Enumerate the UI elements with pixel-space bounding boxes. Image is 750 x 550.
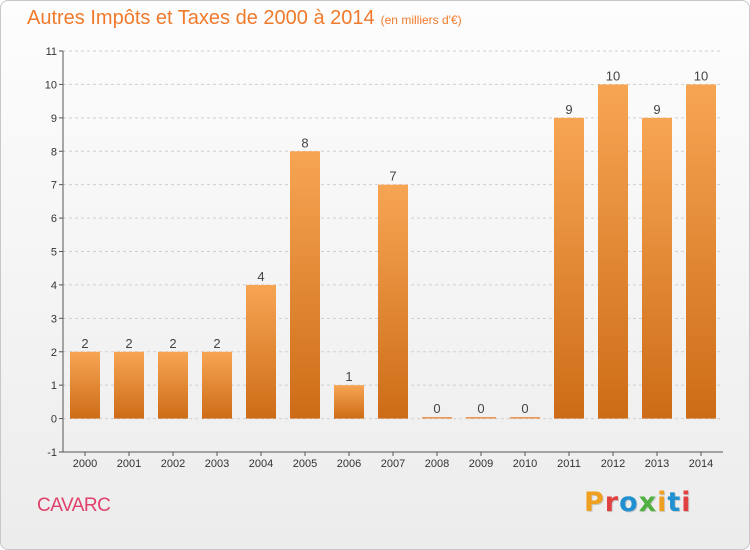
x-tick-label: 2007	[381, 458, 405, 470]
bar	[246, 284, 276, 419]
data-label: 2	[81, 336, 88, 351]
bar	[598, 84, 628, 419]
x-tick-label: 2013	[645, 458, 669, 470]
y-tick-label: 10	[45, 79, 57, 91]
chart-title: Autres Impôts et Taxes de 2000 à 2014 (en…	[27, 7, 462, 30]
x-tick-label: 2010	[513, 458, 537, 470]
data-label: 2	[169, 336, 176, 351]
x-tick-label: 2004	[249, 458, 273, 470]
data-label: 4	[257, 269, 264, 284]
y-tick-label: 4	[51, 280, 57, 292]
y-tick-label: 9	[51, 113, 57, 125]
x-tick-label: 2008	[425, 458, 449, 470]
bar	[158, 351, 188, 419]
y-tick-label: 1	[51, 380, 57, 392]
x-tick-label: 2000	[73, 458, 97, 470]
bar	[114, 351, 144, 419]
logo-letter: o	[619, 487, 639, 518]
y-tick-label: 0	[51, 414, 57, 426]
logo-letter: x	[638, 487, 658, 518]
y-tick-label: 8	[51, 146, 57, 158]
y-tick-label: 2	[51, 347, 57, 359]
bar	[554, 117, 584, 419]
bar	[422, 417, 452, 419]
bar	[378, 184, 408, 419]
bars	[70, 84, 716, 419]
logo-letter: t	[667, 487, 682, 518]
chart-title-text: Autres Impôts et Taxes de 2000 à 2014	[27, 7, 375, 29]
proxiti-logo: Proxiti	[584, 487, 692, 518]
data-label: 8	[301, 135, 308, 150]
bar	[466, 417, 496, 419]
data-label: 9	[565, 102, 572, 117]
bar	[686, 84, 716, 419]
data-label: 2	[213, 336, 220, 351]
data-label: 0	[433, 401, 440, 416]
data-label: 9	[653, 102, 660, 117]
y-tick-label: 5	[51, 247, 57, 259]
data-labels: 2 2 2 2 4 8 1 7 0 0 0 9 10 9 10	[81, 68, 708, 416]
bar	[70, 351, 100, 419]
x-tick-label: 2011	[557, 458, 581, 470]
location-name: CAVARC	[37, 495, 111, 516]
y-tick-label: 7	[51, 180, 57, 192]
y-tick-label: 6	[51, 213, 57, 225]
y-tick-label: 11	[46, 46, 57, 58]
logo-letter: P	[584, 487, 605, 518]
bar	[510, 417, 540, 419]
x-tick-label: 2005	[293, 458, 317, 470]
x-tick-label: 2002	[161, 458, 185, 470]
bar	[642, 117, 672, 419]
y-tick-label: 3	[51, 313, 57, 325]
data-label: 0	[477, 401, 484, 416]
data-label: 7	[389, 169, 396, 184]
x-tick-label: 2014	[689, 458, 713, 470]
chart-subtitle: (en milliers d'€)	[380, 13, 462, 27]
data-label: 10	[694, 68, 708, 83]
data-label: 1	[345, 369, 352, 384]
x-tick-label: 2001	[117, 458, 141, 470]
bar	[202, 351, 232, 419]
logo-letter: r	[604, 487, 620, 518]
bar	[334, 385, 364, 419]
x-tick-label: 2003	[205, 458, 229, 470]
data-label: 0	[521, 401, 528, 416]
y-tick-label: -1	[47, 447, 57, 459]
x-tick-label: 2012	[601, 458, 625, 470]
logo-letter: i	[657, 487, 668, 518]
x-tick-label: 2009	[469, 458, 493, 470]
data-label: 10	[606, 68, 620, 83]
x-tick-label: 2006	[337, 458, 361, 470]
logo-letter: i	[681, 487, 692, 518]
bar	[290, 151, 320, 419]
data-label: 2	[125, 336, 132, 351]
